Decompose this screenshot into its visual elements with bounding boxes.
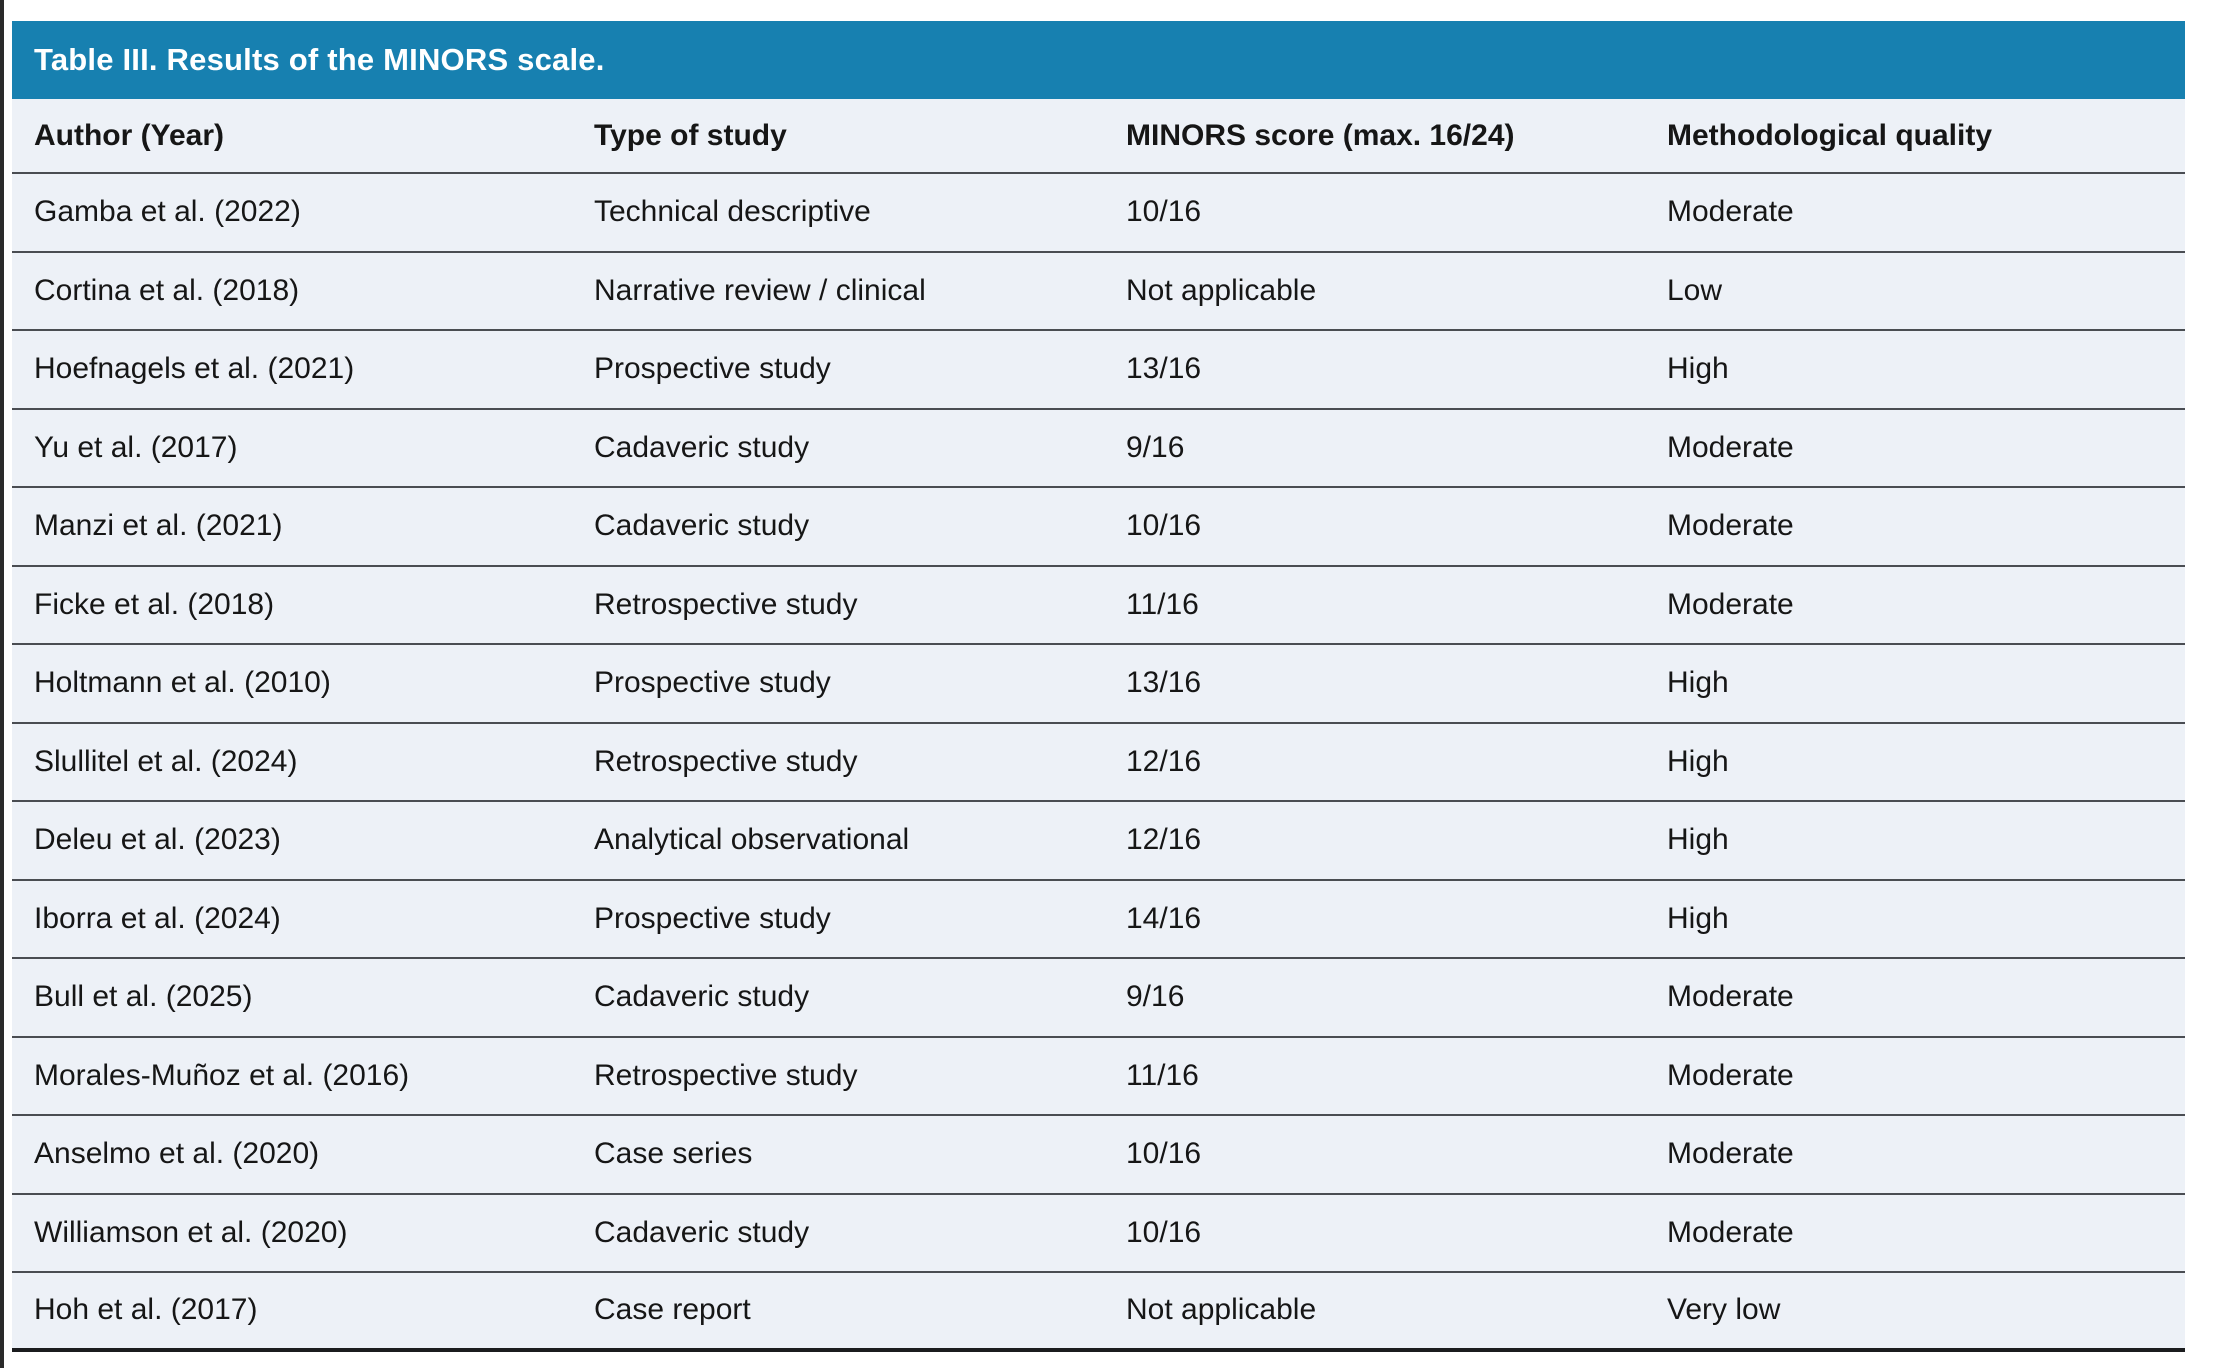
cell-study-type: Retrospective study xyxy=(594,1058,858,1092)
cell-quality: High xyxy=(1667,666,1729,700)
cell-score: 10/16 xyxy=(1126,195,1202,229)
cell-score: 11/16 xyxy=(1126,587,1199,621)
cell-score: 13/16 xyxy=(1126,666,1202,700)
table-row: Yu et al. (2017) Cadaveric study 9/16 Mo… xyxy=(12,409,2185,488)
table-row: Iborra et al. (2024) Prospective study 1… xyxy=(12,880,2185,959)
cell-quality: Moderate xyxy=(1667,1058,1794,1092)
cell-score: 10/16 xyxy=(1126,509,1202,543)
cell-author: Yu et al. (2017) xyxy=(34,430,238,464)
cell-author: Holtmann et al. (2010) xyxy=(34,666,331,700)
cell-study-type: Cadaveric study xyxy=(594,509,810,543)
cell-study-type: Retrospective study xyxy=(594,744,858,778)
table-header-row: Author (Year) Type of study MINORS score… xyxy=(12,99,2185,174)
cell-quality: Moderate xyxy=(1667,1137,1794,1171)
table-row: Deleu et al. (2023) Analytical observati… xyxy=(12,802,2185,881)
cell-quality: Moderate xyxy=(1667,195,1794,229)
table-row: Gamba et al. (2022) Technical descriptiv… xyxy=(12,174,2185,253)
table-title: Table III. Results of the MINORS scale. xyxy=(34,42,605,77)
cell-study-type: Cadaveric study xyxy=(594,1215,810,1249)
cell-study-type: Analytical observational xyxy=(594,823,910,857)
cell-quality: Moderate xyxy=(1667,509,1794,543)
cell-score: 9/16 xyxy=(1126,430,1185,464)
column-header-score: MINORS score (max. 16/24) xyxy=(1126,118,1515,152)
cell-study-type: Case series xyxy=(594,1137,753,1171)
cell-quality: High xyxy=(1667,901,1729,935)
table-row: Slullitel et al. (2024) Retrospective st… xyxy=(12,723,2185,802)
cell-author: Williamson et al. (2020) xyxy=(34,1215,348,1249)
cell-quality: High xyxy=(1667,823,1729,857)
cell-study-type: Case report xyxy=(594,1293,751,1327)
column-header-quality: Methodological quality xyxy=(1667,118,1993,152)
cell-author: Cortina et al. (2018) xyxy=(34,273,300,307)
cell-author: Iborra et al. (2024) xyxy=(34,901,281,935)
cell-score: 13/16 xyxy=(1126,352,1202,386)
table-row: Ficke et al. (2018) Retrospective study … xyxy=(12,566,2185,645)
cell-quality: Very low xyxy=(1667,1293,1781,1327)
cell-study-type: Narrative review / clinical xyxy=(594,273,926,307)
cell-author: Ficke et al. (2018) xyxy=(34,587,275,621)
table-row: Williamson et al. (2020) Cadaveric study… xyxy=(12,1194,2185,1273)
cell-author: Hoh et al. (2017) xyxy=(34,1293,258,1327)
cell-author: Anselmo et al. (2020) xyxy=(34,1137,320,1171)
column-header-type: Type of study xyxy=(594,118,787,152)
cell-study-type: Prospective study xyxy=(594,352,831,386)
cell-author: Gamba et al. (2022) xyxy=(34,195,301,229)
cell-quality: Moderate xyxy=(1667,430,1794,464)
table-body: Gamba et al. (2022) Technical descriptiv… xyxy=(12,174,2185,1352)
table-row: Morales-Muñoz et al. (2016) Retrospectiv… xyxy=(12,1037,2185,1116)
table-row: Hoh et al. (2017) Case report Not applic… xyxy=(12,1273,2185,1352)
cell-author: Manzi et al. (2021) xyxy=(34,509,283,543)
cell-author: Morales-Muñoz et al. (2016) xyxy=(34,1058,410,1092)
cell-score: 12/16 xyxy=(1126,823,1202,857)
minors-table: Table III. Results of the MINORS scale. … xyxy=(12,21,2185,1352)
table-row: Anselmo et al. (2020) Case series 10/16 … xyxy=(12,1116,2185,1195)
cell-author: Bull et al. (2025) xyxy=(34,980,253,1014)
table-row: Holtmann et al. (2010) Prospective study… xyxy=(12,645,2185,724)
cell-quality: Moderate xyxy=(1667,1215,1794,1249)
cell-study-type: Prospective study xyxy=(594,901,831,935)
cell-study-type: Cadaveric study xyxy=(594,980,810,1014)
table-row: Bull et al. (2025) Cadaveric study 9/16 … xyxy=(12,959,2185,1038)
cell-quality: Low xyxy=(1667,273,1723,307)
cell-score: 14/16 xyxy=(1126,901,1202,935)
cell-quality: High xyxy=(1667,744,1729,778)
cell-author: Deleu et al. (2023) xyxy=(34,823,281,857)
column-header-author: Author (Year) xyxy=(34,118,225,152)
cell-quality: Moderate xyxy=(1667,980,1794,1014)
cell-score: 12/16 xyxy=(1126,744,1202,778)
table-row: Hoefnagels et al. (2021) Prospective stu… xyxy=(12,331,2185,410)
cell-author: Slullitel et al. (2024) xyxy=(34,744,298,778)
table-row: Manzi et al. (2021) Cadaveric study 10/1… xyxy=(12,488,2185,567)
cell-score: 10/16 xyxy=(1126,1215,1202,1249)
cell-score: Not applicable xyxy=(1126,1293,1317,1327)
cell-author: Hoefnagels et al. (2021) xyxy=(34,352,355,386)
table-title-bar: Table III. Results of the MINORS scale. xyxy=(12,21,2185,99)
page-edge xyxy=(0,0,4,1368)
cell-study-type: Technical descriptive xyxy=(594,195,871,229)
cell-score: 11/16 xyxy=(1126,1058,1199,1092)
cell-study-type: Prospective study xyxy=(594,666,831,700)
cell-study-type: Retrospective study xyxy=(594,587,858,621)
cell-quality: High xyxy=(1667,352,1729,386)
cell-score: Not applicable xyxy=(1126,273,1317,307)
cell-score: 10/16 xyxy=(1126,1137,1202,1171)
cell-quality: Moderate xyxy=(1667,587,1794,621)
table-row: Cortina et al. (2018) Narrative review /… xyxy=(12,252,2185,331)
cell-score: 9/16 xyxy=(1126,980,1185,1014)
cell-study-type: Cadaveric study xyxy=(594,430,810,464)
